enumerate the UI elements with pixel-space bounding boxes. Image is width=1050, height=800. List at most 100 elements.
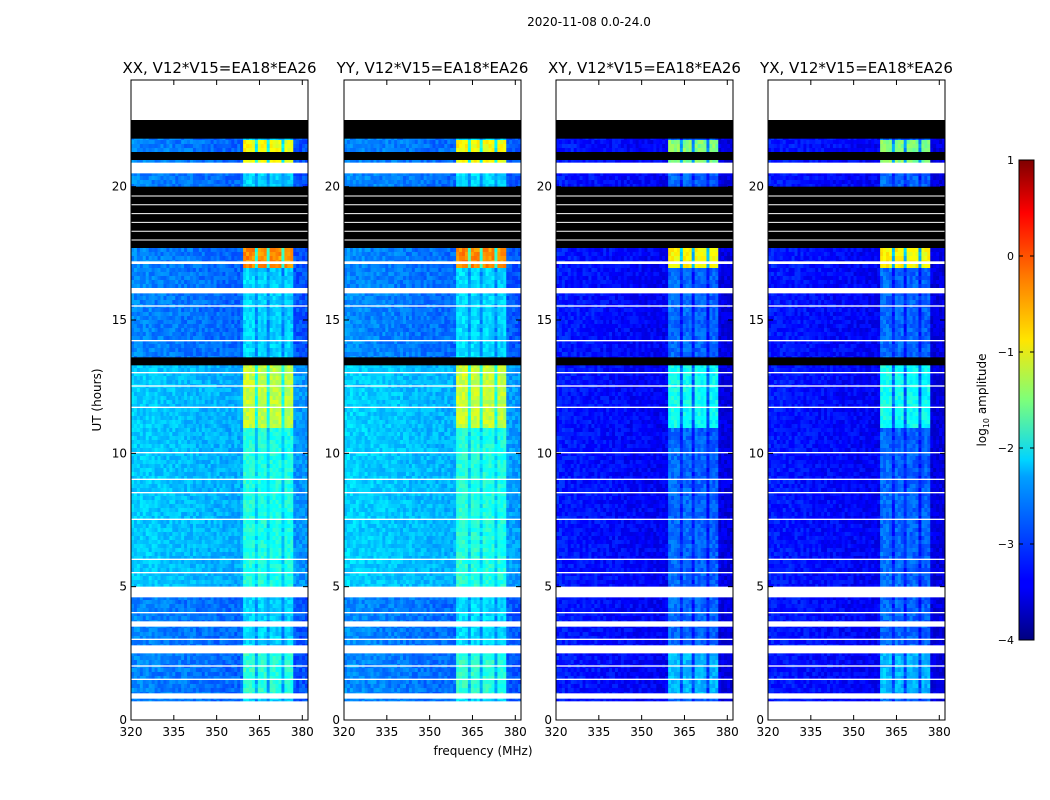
flagged-band-white	[131, 665, 308, 667]
panel-title: YX, V12*V15=EA18*EA26	[759, 59, 953, 77]
flagged-band-white	[131, 518, 308, 520]
panel-1: XX, V12*V15=EA18*EA26 320 335 350 365 380 0 5 10…	[112, 59, 317, 739]
flagged-band-white	[768, 621, 945, 627]
heatmap-cells	[768, 80, 945, 720]
flagged-band-white	[768, 518, 945, 520]
x-tick-label: 335	[799, 725, 822, 739]
x-tick-label: 365	[673, 725, 696, 739]
flagged-band-white	[768, 638, 945, 640]
flagged-band-white	[344, 80, 521, 120]
flagged-band-white	[768, 162, 945, 174]
flagged-band-white	[768, 288, 945, 294]
flagged-band-white	[344, 288, 521, 294]
panels: XX, V12*V15=EA18*EA26 320 335 350 365 380 0 5 10…	[112, 59, 953, 739]
flagged-band-white	[556, 518, 733, 520]
flagged-band-white	[131, 406, 308, 408]
flagged-band-white	[768, 701, 945, 720]
y-tick-label: 20	[537, 180, 552, 194]
colorbar: 1 0 −1 −2 −3 −4 log10 amplitude	[975, 154, 1035, 647]
flagged-band-white	[556, 478, 733, 480]
flagged-band-white	[768, 80, 945, 120]
flagged-band-white	[344, 678, 521, 680]
flagged-band-white	[344, 645, 521, 654]
panel-4: YX, V12*V15=EA18*EA26 320 335 350 365 380 0 5 10…	[749, 59, 953, 739]
flagged-band-white	[556, 406, 733, 408]
y-tick-label: 0	[756, 713, 764, 727]
y-tick-label: 10	[749, 446, 764, 460]
flagged-band-white	[344, 693, 521, 699]
x-tick-label: 365	[248, 725, 271, 739]
flagged-band-white	[131, 80, 308, 120]
flagged-band-black	[768, 152, 945, 160]
flagged-band-white	[344, 385, 521, 387]
flagged-band-white	[768, 678, 945, 680]
flagged-band-white	[344, 478, 521, 480]
flagged-band-white	[344, 665, 521, 667]
flagged-band-white	[556, 621, 733, 627]
flagged-band-white	[131, 162, 308, 174]
flagged-band-white	[556, 572, 733, 574]
y-tick-label: 5	[544, 580, 552, 594]
flagged-band-white	[344, 701, 521, 720]
flagged-band-black	[131, 120, 308, 139]
y-tick-label: 10	[537, 446, 552, 460]
flagged-band-white	[768, 372, 945, 374]
flagged-band-white	[768, 478, 945, 480]
flagged-band-white	[131, 492, 308, 494]
y-tick-label: 15	[537, 313, 552, 327]
flagged-band-white	[768, 586, 945, 598]
flagged-band-white	[131, 638, 308, 640]
y-tick-label: 0	[544, 713, 552, 727]
flagged-band-white	[131, 305, 308, 307]
x-tick-label: 350	[842, 725, 865, 739]
flagged-band-white	[556, 80, 733, 120]
flagged-band-white	[768, 612, 945, 614]
flagged-band-black	[344, 357, 521, 366]
x-tick-label: 350	[205, 725, 228, 739]
flagged-band-white	[344, 612, 521, 614]
flagged-band-white	[768, 305, 945, 307]
flagged-band-white	[344, 492, 521, 494]
x-tick-label: 335	[162, 725, 185, 739]
flagged-band-white	[344, 638, 521, 640]
flagged-band-white	[556, 385, 733, 387]
flagged-band-black	[556, 357, 733, 366]
flagged-band-white	[344, 340, 521, 342]
flagged-band-white	[556, 452, 733, 454]
flagged-band-white	[131, 372, 308, 374]
colorbar-ticks: 1 0 −1 −2 −3 −4	[998, 154, 1034, 647]
flagged-band-white	[556, 305, 733, 307]
heatmap-cells	[131, 80, 308, 720]
y-tick-label: 20	[325, 180, 340, 194]
flagged-band-black	[344, 152, 521, 160]
flagged-band-white	[131, 586, 308, 598]
flagged-band-white	[131, 452, 308, 454]
flagged-band-white	[768, 492, 945, 494]
flagged-band-white	[768, 665, 945, 667]
flagged-band-white	[768, 406, 945, 408]
panel-title: XY, V12*V15=EA18*EA26	[548, 59, 741, 77]
y-tick-label: 5	[332, 580, 340, 594]
x-tick-label: 335	[587, 725, 610, 739]
x-tick-label: 320	[757, 725, 780, 739]
plot-frame	[767, 79, 946, 721]
flagged-band-white	[556, 586, 733, 598]
flagged-band-white	[556, 340, 733, 342]
flagged-band-white	[768, 693, 945, 699]
colorbar-label: log10 amplitude	[975, 354, 991, 447]
flagged-band-white	[131, 693, 308, 699]
colorbar-tick-label: −2	[998, 442, 1014, 455]
heatmap-cells	[344, 80, 521, 720]
x-tick-label: 365	[461, 725, 484, 739]
plot-frame	[343, 79, 522, 721]
flagged-band-black	[131, 186, 308, 248]
flagged-band-white	[344, 406, 521, 408]
flagged-band-white	[131, 288, 308, 294]
flagged-band-black	[768, 357, 945, 366]
panel-2: YY, V12*V15=EA18*EA26 320 335 350 365 380 0 5 10…	[325, 59, 529, 739]
flagged-band-white	[556, 638, 733, 640]
x-tick-label: 320	[120, 725, 143, 739]
flagged-band-white	[131, 621, 308, 627]
flagged-band-white	[556, 665, 733, 667]
flagged-band-white	[344, 162, 521, 174]
